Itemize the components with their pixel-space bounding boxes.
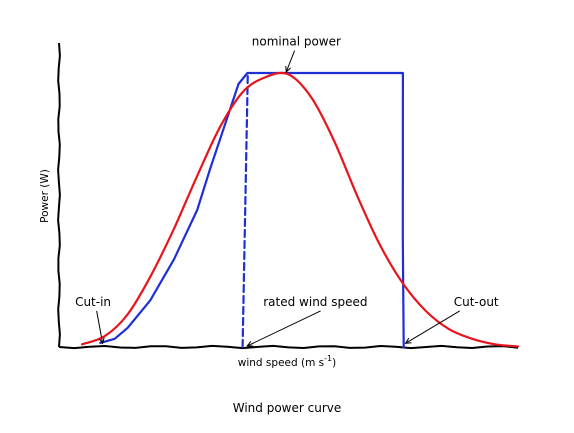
annotation-cut-in-arrow <box>96 310 104 344</box>
annotation-rated-arrowhead <box>246 340 254 347</box>
y-axis-label: Power (W) <box>39 169 51 223</box>
annotation-cut-in-text: Cut-in <box>75 295 111 309</box>
series-actual-line <box>80 71 520 348</box>
x-axis-label-suffix: ) <box>332 357 336 369</box>
x-axis-label-exponent: -1 <box>324 354 332 363</box>
x-axis-label: wind speed (m s-1) <box>238 354 336 369</box>
annotation-cut-out-arrow <box>405 310 460 344</box>
figure-caption: Wind power curve <box>233 401 342 415</box>
annotation-cut-out-text: Cut-out <box>454 295 499 309</box>
annotation-nominal-arrowhead <box>285 65 291 74</box>
annotation-cut-in-arrowhead <box>98 337 105 345</box>
x-axis-line <box>58 344 519 350</box>
annotation-rated-text: rated wind speed <box>263 295 367 309</box>
x-axis-label-text: wind speed (m s <box>238 357 324 369</box>
y-axis-line <box>57 42 61 348</box>
annotation-cut-out-arrowhead <box>404 337 412 344</box>
annotation-rated-arrow <box>246 310 321 347</box>
annotation-nominal-text: nominal power <box>252 35 341 49</box>
series-ideal-line <box>99 71 405 349</box>
series-rated-marker-line <box>241 71 249 349</box>
annotation-nominal-arrow <box>285 50 296 73</box>
plot-area: nominal power Cut-in rated wind speed Cut-o… <box>57 35 520 350</box>
